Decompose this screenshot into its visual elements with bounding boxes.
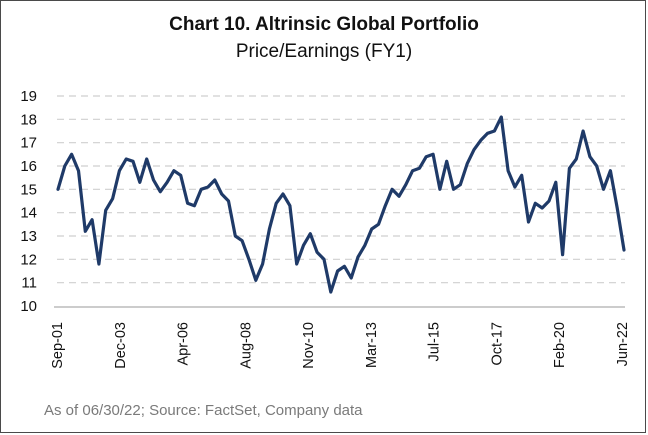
y-tick-label: 12 bbox=[20, 251, 37, 268]
chart-title: Chart 10. Altrinsic Global Portfolio bbox=[169, 14, 479, 35]
x-tick-label: Mar-13 bbox=[364, 322, 380, 368]
y-tick-label: 18 bbox=[20, 111, 37, 128]
y-tick-label: 10 bbox=[20, 298, 37, 315]
y-tick-label: 15 bbox=[20, 181, 37, 198]
x-tick-label: Apr-06 bbox=[176, 322, 192, 366]
x-tick-label: Jul-15 bbox=[427, 322, 443, 362]
y-tick-label: 11 bbox=[21, 275, 37, 292]
x-tick-label: Sep-01 bbox=[50, 322, 66, 369]
series-line bbox=[56, 115, 626, 294]
y-tick-label: 16 bbox=[20, 158, 37, 175]
x-tick-label: Jun-22 bbox=[615, 322, 631, 366]
chart-subtitle: Price/Earnings (FY1) bbox=[235, 41, 413, 62]
x-tick-label: Nov-10 bbox=[301, 322, 317, 369]
source-note: As of 06/30/22; Source: FactSet, Company… bbox=[44, 402, 363, 419]
y-tick-label: 13 bbox=[20, 228, 37, 245]
x-tick-label: Feb-20 bbox=[552, 322, 568, 368]
x-tick-label: Aug-08 bbox=[238, 322, 254, 369]
y-tick-label: 17 bbox=[20, 135, 37, 152]
grid-lines bbox=[57, 95, 625, 284]
x-axis-ticks: Sep-01 Dec-03 Apr-06 Aug-08 Nov-10 Mar-13 Jul-… bbox=[50, 322, 631, 369]
x-tick-label: Dec-03 bbox=[113, 322, 129, 369]
y-axis-ticks: 10 11 12 13 14 15 16 17 18 19 bbox=[20, 88, 37, 315]
y-tick-label: 14 bbox=[20, 205, 37, 222]
x-tick-label: Oct-17 bbox=[489, 322, 505, 366]
y-tick-label: 19 bbox=[20, 88, 37, 105]
